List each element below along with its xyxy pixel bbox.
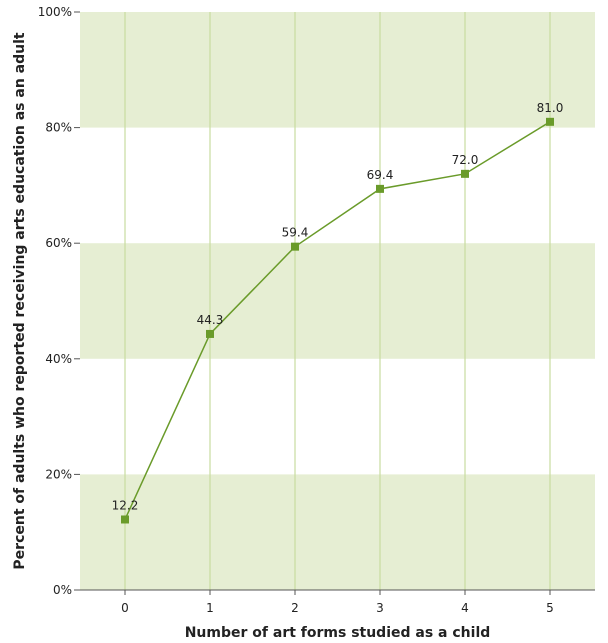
y-tick-label-1: 20% <box>45 467 72 481</box>
data-point-0 <box>121 515 129 524</box>
y-tick-label-0: 0% <box>53 583 72 597</box>
data-label-2: 59.4 <box>282 226 309 240</box>
x-tick-label-2: 2 <box>291 601 299 615</box>
data-point-4 <box>461 169 469 178</box>
data-label-3: 69.4 <box>367 168 394 182</box>
band-4 <box>80 12 595 128</box>
data-label-1: 44.3 <box>197 313 224 327</box>
y-axis-title: Percent of adults who reported receiving… <box>12 32 28 570</box>
y-tick-label-2: 40% <box>45 352 72 366</box>
x-tick-label-5: 5 <box>546 601 554 615</box>
data-label-0: 12.2 <box>112 498 139 512</box>
band-0 <box>80 474 595 590</box>
x-tick-label-3: 3 <box>376 601 384 615</box>
data-label-4: 72.0 <box>452 153 479 167</box>
x-axis-title: Number of art forms studied as a child <box>185 625 491 641</box>
data-labels: 12.2 44.3 59.4 69.4 72.0 81.0 <box>112 101 564 513</box>
data-point-3 <box>376 184 384 193</box>
vertical-gridlines <box>124 12 551 590</box>
data-point-2 <box>291 242 299 251</box>
series-line <box>124 121 551 520</box>
data-markers <box>121 117 554 524</box>
background-bands <box>80 12 595 590</box>
x-tick-label-1: 1 <box>206 601 214 615</box>
y-axis-ticks: 0% 20% 40% 60% 80% 100% <box>38 5 80 597</box>
x-tick-label-0: 0 <box>121 601 129 615</box>
y-tick-label-3: 60% <box>45 236 72 250</box>
data-point-1 <box>206 329 214 338</box>
x-tick-label-4: 4 <box>461 601 469 615</box>
y-tick-label-4: 80% <box>45 121 72 135</box>
band-2 <box>80 243 595 359</box>
data-label-5: 81.0 <box>537 101 564 115</box>
data-point-5 <box>546 117 554 126</box>
y-tick-label-5: 100% <box>38 5 72 19</box>
x-axis-ticks: 0 1 2 3 4 5 <box>121 590 554 615</box>
